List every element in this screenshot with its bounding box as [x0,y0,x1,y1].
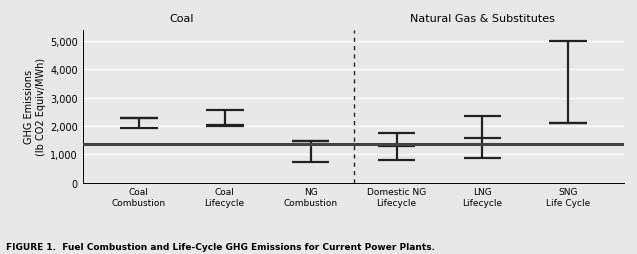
Text: FIGURE 1.  Fuel Combustion and Life-Cycle GHG Emissions for Current Power Plants: FIGURE 1. Fuel Combustion and Life-Cycle… [6,243,435,251]
Y-axis label: GHG Emissions
(lb CO2 Equiv/MWh): GHG Emissions (lb CO2 Equiv/MWh) [24,58,46,155]
Text: Natural Gas & Substitutes: Natural Gas & Substitutes [410,14,555,24]
Text: Coal: Coal [169,14,194,24]
